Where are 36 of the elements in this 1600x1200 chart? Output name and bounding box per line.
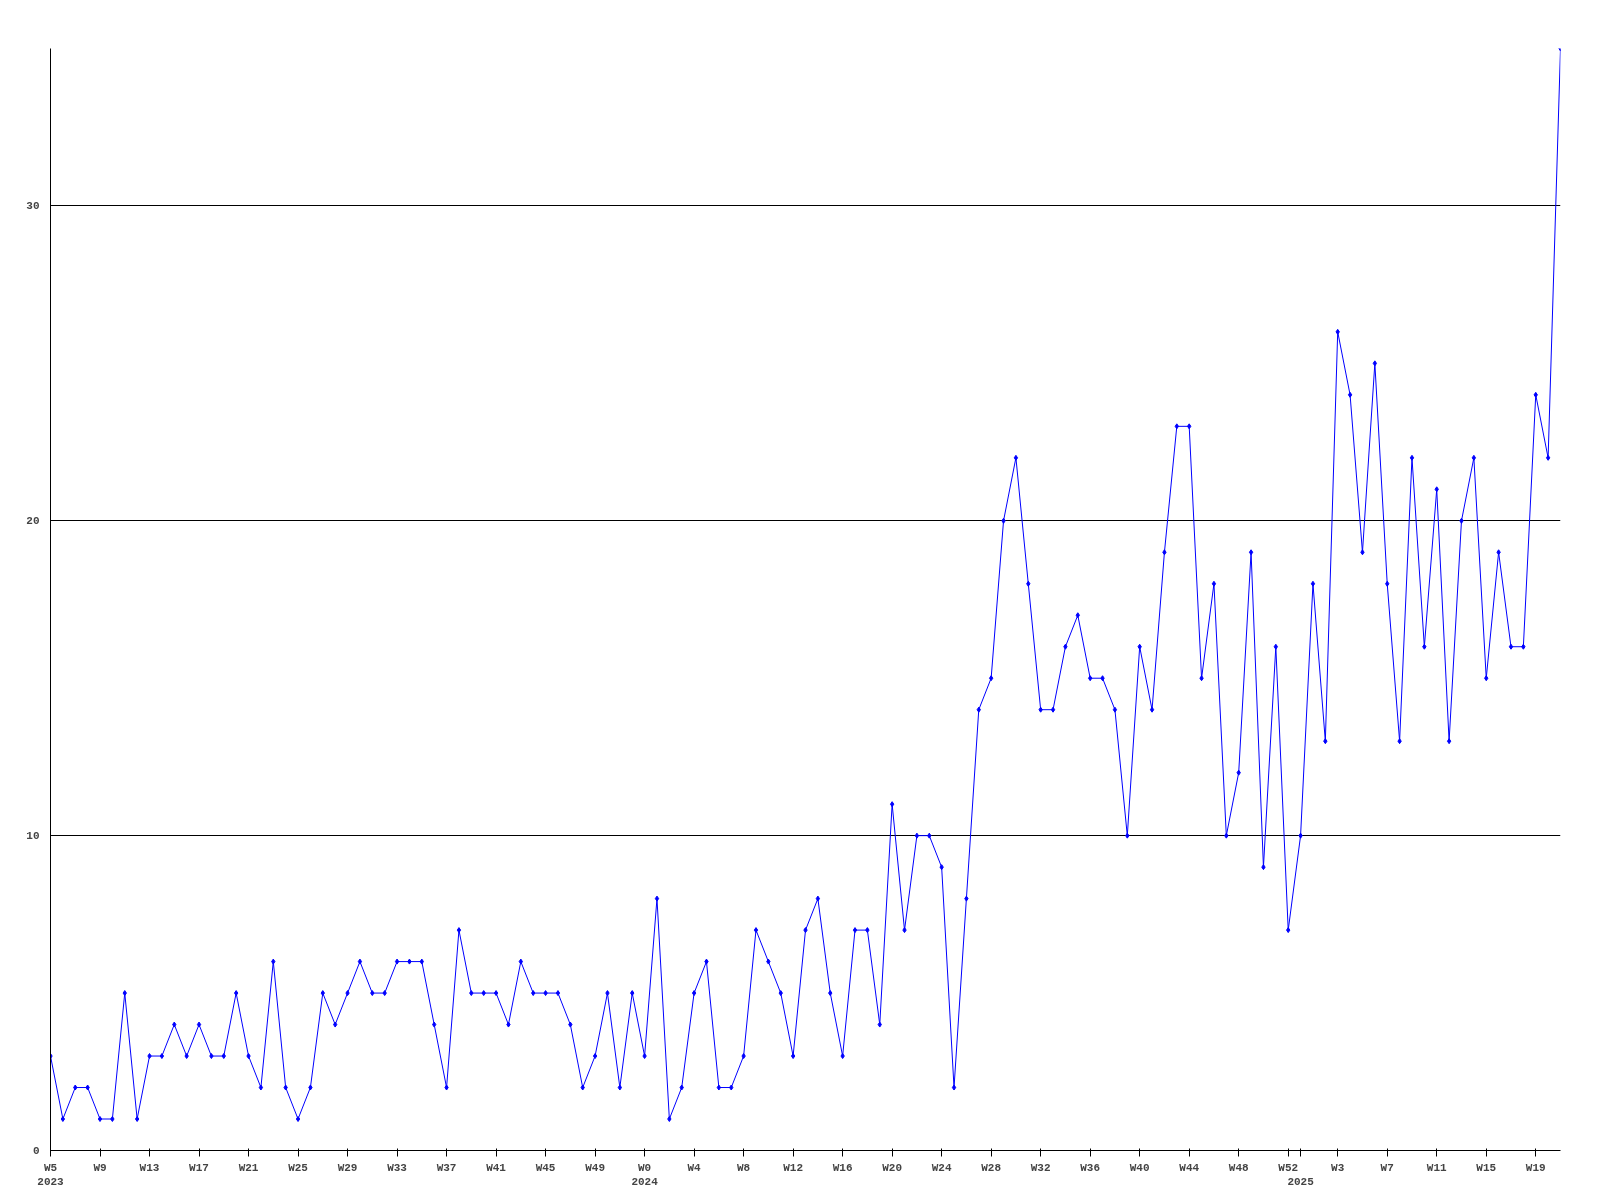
x-tick-label: W5 2023	[37, 1161, 65, 1188]
x-tick-label: W33	[387, 1161, 408, 1174]
x-tick-label: W44	[1179, 1161, 1200, 1174]
x-tick-label: W40	[1129, 1161, 1150, 1174]
x-tick-label: W24	[931, 1161, 952, 1174]
x-tick-label: W21	[238, 1161, 259, 1174]
x-tick-label: W0 2024	[631, 1161, 659, 1188]
x-tick-label: W32	[1030, 1161, 1051, 1174]
x-tick-label: W9	[93, 1161, 107, 1174]
x-tick-label: W15	[1476, 1161, 1497, 1174]
x-tick-label: W3	[1331, 1161, 1345, 1174]
x-tick-label: W13	[139, 1161, 160, 1174]
x-tick-label: W7	[1380, 1161, 1394, 1174]
x-tick-label: W36	[1080, 1161, 1101, 1174]
x-tick-label: W20	[882, 1161, 903, 1174]
x-tick-label: W25	[288, 1161, 309, 1174]
x-tick-label: W41	[486, 1161, 507, 1174]
y-tick-label: 0	[32, 1145, 40, 1157]
x-tick-label: W11	[1426, 1161, 1448, 1174]
x-tick-label: W37	[436, 1161, 457, 1174]
x-tick-label: W16	[832, 1161, 853, 1174]
y-tick-label: 20	[26, 515, 40, 528]
x-tick-label: W8	[737, 1161, 751, 1174]
x-tick-label: W29	[337, 1161, 358, 1174]
x-tick-label: W48	[1228, 1161, 1249, 1174]
y-tick-label: 10	[26, 830, 40, 843]
x-tick-label: W52	[1278, 1161, 1299, 1174]
x-tick-label: W4	[687, 1161, 702, 1174]
x-tick-label: W17	[189, 1161, 209, 1174]
x-tick-label: W45	[535, 1161, 556, 1174]
x-tick-label: W12	[783, 1161, 804, 1174]
y-tick-label: 30	[26, 200, 40, 213]
x-tick-label: W19	[1525, 1161, 1546, 1174]
x-tick-label: 2025	[1287, 1175, 1315, 1188]
x-tick-label: W49	[585, 1161, 605, 1174]
x-tick-label: W28	[981, 1161, 1002, 1174]
